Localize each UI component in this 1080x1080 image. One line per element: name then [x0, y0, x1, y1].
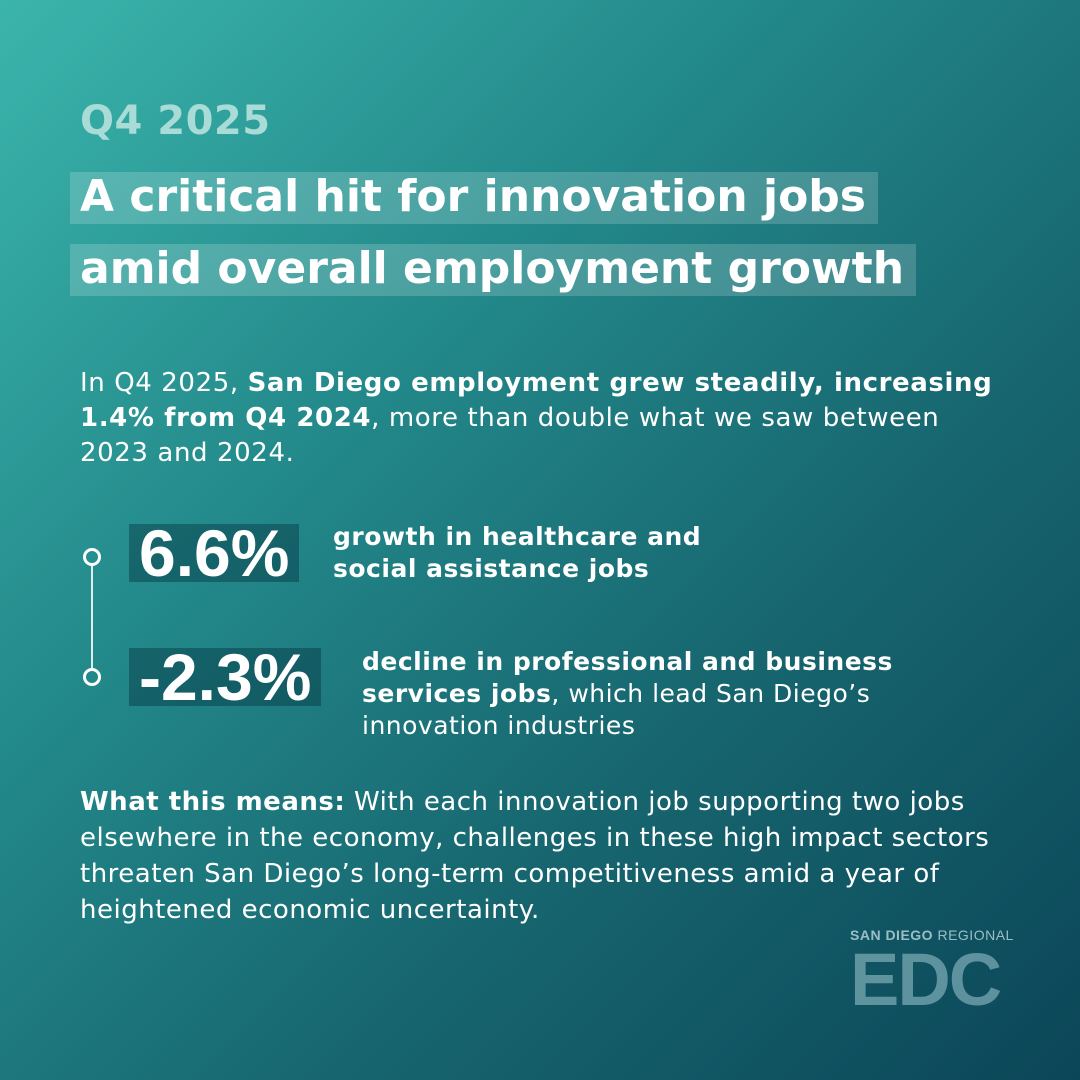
headline-line-1: A critical hit for innovation jobs [70, 172, 878, 224]
stat-label-healthcare: growth in healthcare and social assistan… [333, 521, 753, 585]
intro-paragraph: In Q4 2025, San Diego employment grew st… [80, 366, 1010, 471]
stat-value-professional: -2.3% [129, 644, 322, 710]
headline-line-2: amid overall employment growth [70, 244, 917, 296]
timeline-dot-2 [83, 668, 101, 686]
what-this-means-paragraph: What this means: With each innovation jo… [80, 784, 1000, 928]
what-this-means-text: With each innovation job supporting two … [80, 787, 990, 925]
stat-label-healthcare-bold: growth in healthcare and social assistan… [333, 522, 702, 583]
headline: A critical hit for innovation jobs amid … [70, 172, 917, 316]
timeline-dot-1 [83, 548, 101, 566]
what-this-means-label: What this means: [80, 787, 346, 817]
logo-tagline: SAN DIEGO REGIONAL [850, 927, 1015, 943]
intro-lead: In Q4 2025, [80, 368, 248, 398]
intro-bold: San Diego employment grew steadily, incr… [80, 368, 993, 433]
timeline-connector [91, 566, 93, 668]
logo-tagline-rest: REGIONAL [933, 927, 1014, 943]
stat-label-professional-rest: , which lead San Diego’s innovation indu… [362, 679, 871, 740]
edc-logo: SAN DIEGO REGIONAL EDC [850, 927, 1015, 1021]
stat-label-professional: decline in professional and business ser… [362, 646, 922, 742]
intro-rest: , more than double what we saw between 2… [80, 403, 940, 468]
stat-value-healthcare: 6.6% [129, 520, 300, 586]
quarter-label: Q4 2025 [80, 98, 271, 144]
logo-mark: EDC [850, 938, 1002, 1021]
logo-tagline-bold: SAN DIEGO [850, 927, 934, 943]
stat-label-professional-bold: decline in professional and business ser… [362, 647, 893, 708]
